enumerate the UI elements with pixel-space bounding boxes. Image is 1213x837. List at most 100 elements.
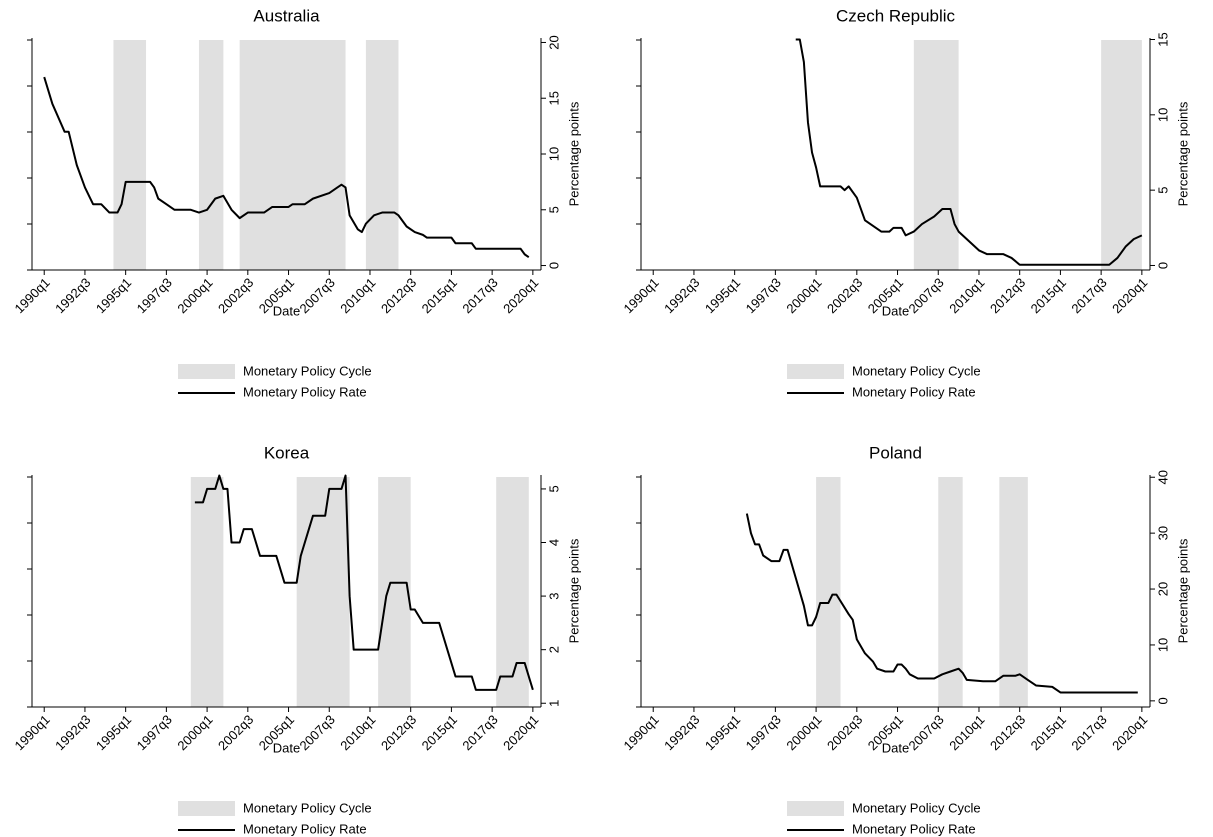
panel: 1 2 3 4 5 1990q1 1992q3 1995q1 1997q3 2000q1 2002q… — [11, 443, 581, 836]
cycle-band — [365, 40, 399, 270]
x-tick-label: 1992q3 — [661, 275, 702, 316]
legend-swatch — [178, 801, 235, 816]
y-axis-title: Percentage points — [1175, 538, 1190, 643]
y-axis-title: Percentage points — [566, 538, 581, 643]
x-tick-label: 1995q1 — [702, 712, 743, 753]
x-tick-label: 1990q1 — [620, 712, 661, 753]
cycle-band — [198, 40, 224, 270]
rate-line — [795, 38, 1143, 266]
x-tick-label: 2012q3 — [378, 275, 419, 316]
y-axis-title: Percentage points — [1175, 101, 1190, 206]
y-tick-label: 15 — [1155, 32, 1170, 46]
x-tick-label: 1995q1 — [93, 275, 134, 316]
cycle-band — [816, 477, 841, 707]
cycle-band — [1101, 40, 1142, 270]
x-tick-label: 1995q1 — [702, 275, 743, 316]
x-axis-title: Date — [882, 740, 909, 755]
x-axis-title: Date — [882, 303, 909, 318]
y-tick-label: 20 — [546, 35, 561, 49]
cycle-band — [113, 40, 147, 270]
x-tick-label: 1997q3 — [743, 712, 784, 753]
x-tick-label: 2012q3 — [378, 712, 419, 753]
y-tick-label: 10 — [1155, 638, 1170, 652]
legend-label: Monetary Policy Rate — [852, 384, 976, 399]
cycle-band — [239, 40, 346, 270]
legend-label: Monetary Policy Rate — [243, 384, 367, 399]
x-tick-label: 2010q1 — [946, 275, 987, 316]
x-tick-label: 1997q3 — [743, 275, 784, 316]
chart-title: Czech Republic — [836, 6, 956, 25]
x-tick-label: 2017q3 — [1068, 712, 1109, 753]
y-tick-label: 4 — [546, 539, 561, 546]
chart-title: Poland — [869, 443, 922, 462]
x-tick-label: 2007q3 — [906, 712, 947, 753]
x-axis-title: Date — [273, 303, 300, 318]
legend-label: Monetary Policy Cycle — [243, 363, 372, 378]
x-tick-label: 2000q1 — [174, 712, 215, 753]
cycle-band — [296, 477, 350, 707]
x-tick-label: 2017q3 — [459, 712, 500, 753]
x-tick-label: 2020q1 — [1109, 275, 1150, 316]
x-tick-label: 2010q1 — [337, 712, 378, 753]
y-tick-label: 0 — [1155, 697, 1170, 704]
y-tick-label: 40 — [1155, 470, 1170, 484]
legend-label: Monetary Policy Cycle — [243, 800, 372, 815]
chart-title: Korea — [264, 443, 310, 462]
legend-label: Monetary Policy Rate — [852, 821, 976, 836]
chart-title: Australia — [253, 6, 320, 25]
x-tick-label: 2015q1 — [419, 275, 460, 316]
y-tick-label: 1 — [546, 700, 561, 707]
x-tick-label: 2020q1 — [500, 712, 541, 753]
x-tick-label: 2015q1 — [1028, 712, 1069, 753]
x-tick-label: 2017q3 — [459, 275, 500, 316]
rate-line — [194, 474, 534, 691]
x-tick-label: 2002q3 — [824, 712, 865, 753]
x-tick-label: 1992q3 — [52, 275, 93, 316]
legend-label: Monetary Policy Cycle — [852, 800, 981, 815]
x-tick-label: 1995q1 — [93, 712, 134, 753]
y-tick-label: 10 — [1155, 108, 1170, 122]
x-tick-label: 2007q3 — [297, 712, 338, 753]
x-tick-label: 2012q3 — [987, 275, 1028, 316]
x-tick-label: 1992q3 — [52, 712, 93, 753]
x-tick-label: 1997q3 — [134, 712, 175, 753]
legend-swatch — [787, 801, 844, 816]
x-tick-label: 2012q3 — [987, 712, 1028, 753]
cycle-band — [913, 40, 959, 270]
x-tick-label: 2020q1 — [500, 275, 541, 316]
y-tick-label: 30 — [1155, 526, 1170, 540]
rate-line — [745, 513, 1138, 694]
y-axis-title: Percentage points — [566, 101, 581, 206]
y-tick-label: 0 — [546, 262, 561, 269]
x-tick-label: 1992q3 — [661, 712, 702, 753]
x-tick-label: 2002q3 — [824, 275, 865, 316]
y-tick-label: 5 — [546, 206, 561, 213]
y-tick-label: 20 — [1155, 582, 1170, 596]
x-tick-label: 2015q1 — [419, 712, 460, 753]
x-tick-label: 2002q3 — [215, 275, 256, 316]
x-axis-title: Date — [273, 740, 300, 755]
x-tick-label: 2015q1 — [1028, 275, 1069, 316]
y-tick-label: 10 — [546, 147, 561, 161]
x-tick-label: 2020q1 — [1109, 712, 1150, 753]
x-tick-label: 1990q1 — [11, 275, 52, 316]
x-tick-label: 1997q3 — [134, 275, 175, 316]
x-tick-label: 2000q1 — [174, 275, 215, 316]
y-tick-label: 15 — [546, 91, 561, 105]
y-tick-label: 5 — [1155, 187, 1170, 194]
y-tick-label: 0 — [1155, 262, 1170, 269]
panel: 0 5 10 15 1990q1 1992q3 1995q1 1997q3 2000q1 2002… — [620, 6, 1190, 399]
x-tick-label: 2010q1 — [337, 275, 378, 316]
cycle-band — [378, 477, 411, 707]
x-tick-label: 2007q3 — [297, 275, 338, 316]
x-tick-label: 2017q3 — [1068, 275, 1109, 316]
legend-swatch — [787, 364, 844, 379]
x-tick-label: 2010q1 — [946, 712, 987, 753]
cycle-band — [190, 477, 224, 707]
legend-label: Monetary Policy Rate — [243, 821, 367, 836]
y-tick-label: 2 — [546, 646, 561, 653]
cycle-band — [999, 477, 1028, 707]
